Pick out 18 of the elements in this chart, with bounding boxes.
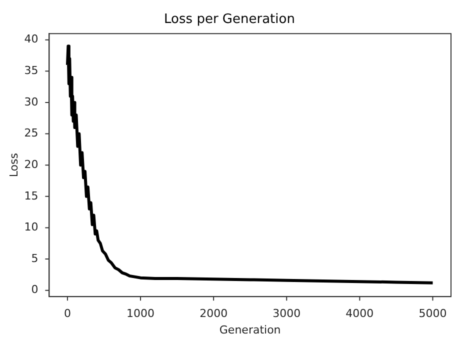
y-tick-label: 15 (24, 189, 38, 202)
y-tick-label: 10 (24, 220, 38, 234)
chart-title: Loss per Generation (164, 12, 295, 28)
x-tick-label: 5000 (418, 307, 447, 320)
y-tick-label: 35 (24, 64, 38, 78)
y-tick-label: 40 (24, 32, 38, 46)
y-tick-label: 30 (24, 95, 38, 108)
y-tick-label: 0 (31, 283, 38, 296)
y-tick-label: 25 (24, 126, 38, 140)
x-tick-label: 1000 (126, 307, 155, 320)
y-axis-title: Loss (7, 152, 20, 178)
x-tick-label: 2000 (200, 307, 228, 320)
y-tick-label: 5 (31, 252, 38, 265)
y-tick-label: 20 (24, 158, 38, 171)
x-axis-title: Generation (219, 323, 281, 336)
x-tick-label: 4000 (346, 307, 374, 320)
x-tick-label: 3000 (272, 307, 301, 320)
x-tick-label: 0 (64, 307, 71, 320)
